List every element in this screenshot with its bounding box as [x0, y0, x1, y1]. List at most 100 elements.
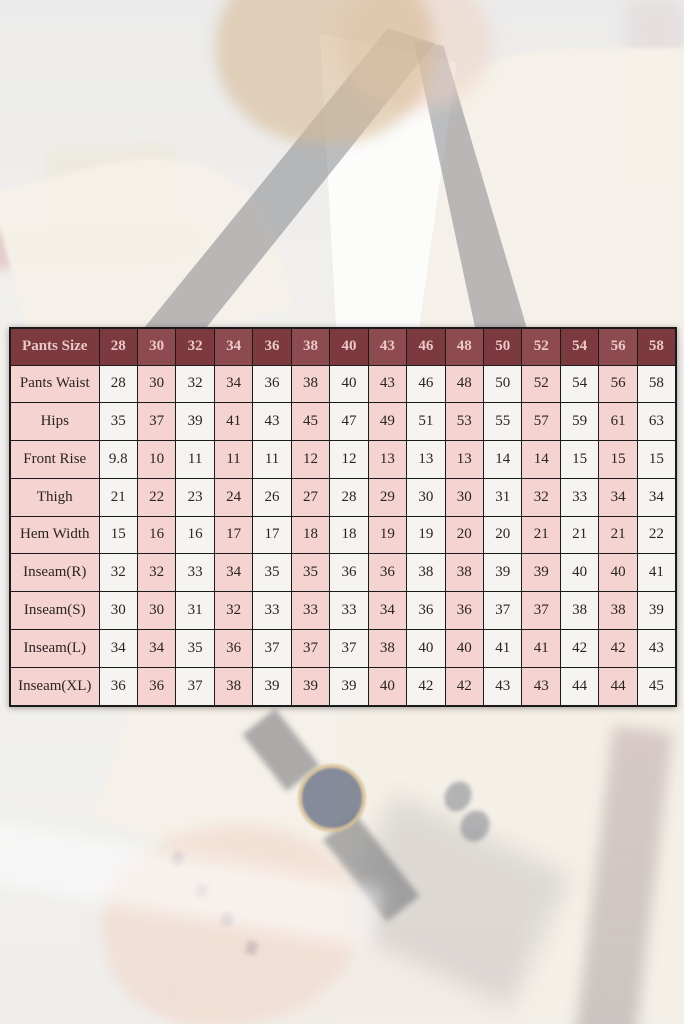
size-value-cell: 28 — [98, 364, 138, 404]
size-value-cell: 41 — [636, 553, 677, 593]
size-value-cell: 22 — [136, 477, 177, 517]
size-value-cell: 40 — [598, 553, 638, 593]
size-value-cell: 35 — [252, 553, 292, 593]
size-header-cell: 43 — [367, 327, 408, 366]
size-header-cell: 48 — [444, 327, 485, 366]
size-chart-body: Pants Waist 28 30 32 34 36 38 40 43 46 48 50 52 54 56 5… — [9, 364, 677, 707]
row-label-cell: Inseam(S) — [9, 591, 100, 630]
size-value-cell: 36 — [367, 553, 408, 593]
size-value-cell: 58 — [636, 364, 677, 404]
size-value-cell: 41 — [521, 628, 561, 668]
size-value-cell: 48 — [444, 364, 485, 404]
size-value-cell: 30 — [98, 591, 138, 630]
row-label-cell: Thigh — [9, 477, 100, 517]
header-row: Pants Size 28 30 32 34 36 38 40 43 46 48 50 52 54 56 58 — [9, 327, 677, 366]
row-label-cell: Hips — [9, 402, 100, 442]
size-value-cell: 43 — [521, 666, 561, 707]
size-value-cell: 16 — [175, 515, 215, 555]
size-value-cell: 39 — [252, 666, 292, 707]
size-value-cell: 19 — [367, 515, 408, 555]
size-value-cell: 33 — [290, 591, 331, 630]
size-header-cell: 52 — [521, 327, 561, 366]
size-value-cell: 31 — [483, 477, 523, 517]
size-value-cell: 39 — [329, 666, 369, 707]
size-value-cell: 13 — [444, 440, 485, 479]
size-value-cell: 12 — [290, 440, 331, 479]
size-value-cell: 44 — [559, 666, 600, 707]
table-row: Inseam(XL) 36 36 37 38 39 39 39 40 42 42 43 43 44 44 45 — [9, 666, 677, 707]
size-value-cell: 46 — [406, 364, 446, 404]
size-value-cell: 30 — [136, 591, 177, 630]
table-row: Pants Waist 28 30 32 34 36 38 40 43 46 48 50 52 54 56 5… — [9, 364, 677, 404]
size-value-cell: 43 — [483, 666, 523, 707]
size-value-cell: 34 — [98, 628, 138, 668]
size-value-cell: 11 — [175, 440, 215, 479]
size-value-cell: 13 — [406, 440, 446, 479]
table-row: Inseam(R) 32 32 33 34 35 35 36 36 38 38 39 39 40 40 41 — [9, 553, 677, 593]
size-header-cell: 36 — [252, 327, 292, 366]
size-value-cell: 43 — [252, 402, 292, 442]
size-chart-header: Pants Size 28 30 32 34 36 38 40 43 46 48 50 52 54 56 58 — [9, 327, 677, 366]
size-value-cell: 36 — [98, 666, 138, 707]
size-value-cell: 53 — [444, 402, 485, 442]
size-value-cell: 16 — [136, 515, 177, 555]
size-value-cell: 41 — [483, 628, 523, 668]
size-value-cell: 13 — [367, 440, 408, 479]
size-value-cell: 47 — [329, 402, 369, 442]
row-label-cell: Inseam(R) — [9, 553, 100, 593]
size-value-cell: 29 — [367, 477, 408, 517]
size-value-cell: 63 — [636, 402, 677, 442]
size-value-cell: 39 — [175, 402, 215, 442]
size-value-cell: 34 — [213, 553, 254, 593]
size-value-cell: 38 — [406, 553, 446, 593]
size-header-cell: 38 — [290, 327, 331, 366]
size-value-cell: 19 — [406, 515, 446, 555]
size-value-cell: 14 — [521, 440, 561, 479]
size-value-cell: 14 — [483, 440, 523, 479]
row-label-cell: Pants Waist — [9, 364, 100, 404]
size-value-cell: 34 — [213, 364, 254, 404]
size-value-cell: 37 — [175, 666, 215, 707]
size-value-cell: 34 — [598, 477, 638, 517]
size-value-cell: 42 — [406, 666, 446, 707]
size-value-cell: 37 — [252, 628, 292, 668]
size-header-cell: 32 — [175, 327, 215, 366]
size-value-cell: 31 — [175, 591, 215, 630]
size-value-cell: 36 — [252, 364, 292, 404]
size-chart-table: Pants Size 28 30 32 34 36 38 40 43 46 48 50 52 54 56 58… — [9, 327, 677, 707]
table-row: Inseam(L) 34 34 35 36 37 37 37 38 40 40 41 41 42 42 43 — [9, 628, 677, 668]
size-value-cell: 32 — [175, 364, 215, 404]
size-value-cell: 27 — [290, 477, 331, 517]
size-value-cell: 42 — [559, 628, 600, 668]
size-value-cell: 39 — [483, 553, 523, 593]
size-value-cell: 21 — [98, 477, 138, 517]
size-value-cell: 30 — [136, 364, 177, 404]
size-value-cell: 34 — [367, 591, 408, 630]
size-value-cell: 37 — [521, 591, 561, 630]
size-value-cell: 56 — [598, 364, 638, 404]
size-value-cell: 9.8 — [98, 440, 138, 479]
size-value-cell: 36 — [406, 591, 446, 630]
size-value-cell: 20 — [483, 515, 523, 555]
size-value-cell: 40 — [406, 628, 446, 668]
size-value-cell: 34 — [136, 628, 177, 668]
size-value-cell: 17 — [213, 515, 254, 555]
size-value-cell: 12 — [329, 440, 369, 479]
size-value-cell: 36 — [444, 591, 485, 630]
size-value-cell: 44 — [598, 666, 638, 707]
size-value-cell: 36 — [136, 666, 177, 707]
size-value-cell: 33 — [175, 553, 215, 593]
size-value-cell: 38 — [444, 553, 485, 593]
size-value-cell: 37 — [290, 628, 331, 668]
size-value-cell: 59 — [559, 402, 600, 442]
size-value-cell: 40 — [559, 553, 600, 593]
size-value-cell: 11 — [213, 440, 254, 479]
size-value-cell: 39 — [636, 591, 677, 630]
size-value-cell: 33 — [329, 591, 369, 630]
table-row: Hem Width 15 16 16 17 17 18 18 19 19 20 20 21 21 21 22 — [9, 515, 677, 555]
size-value-cell: 50 — [483, 364, 523, 404]
size-value-cell: 33 — [559, 477, 600, 517]
size-value-cell: 52 — [521, 364, 561, 404]
size-value-cell: 55 — [483, 402, 523, 442]
